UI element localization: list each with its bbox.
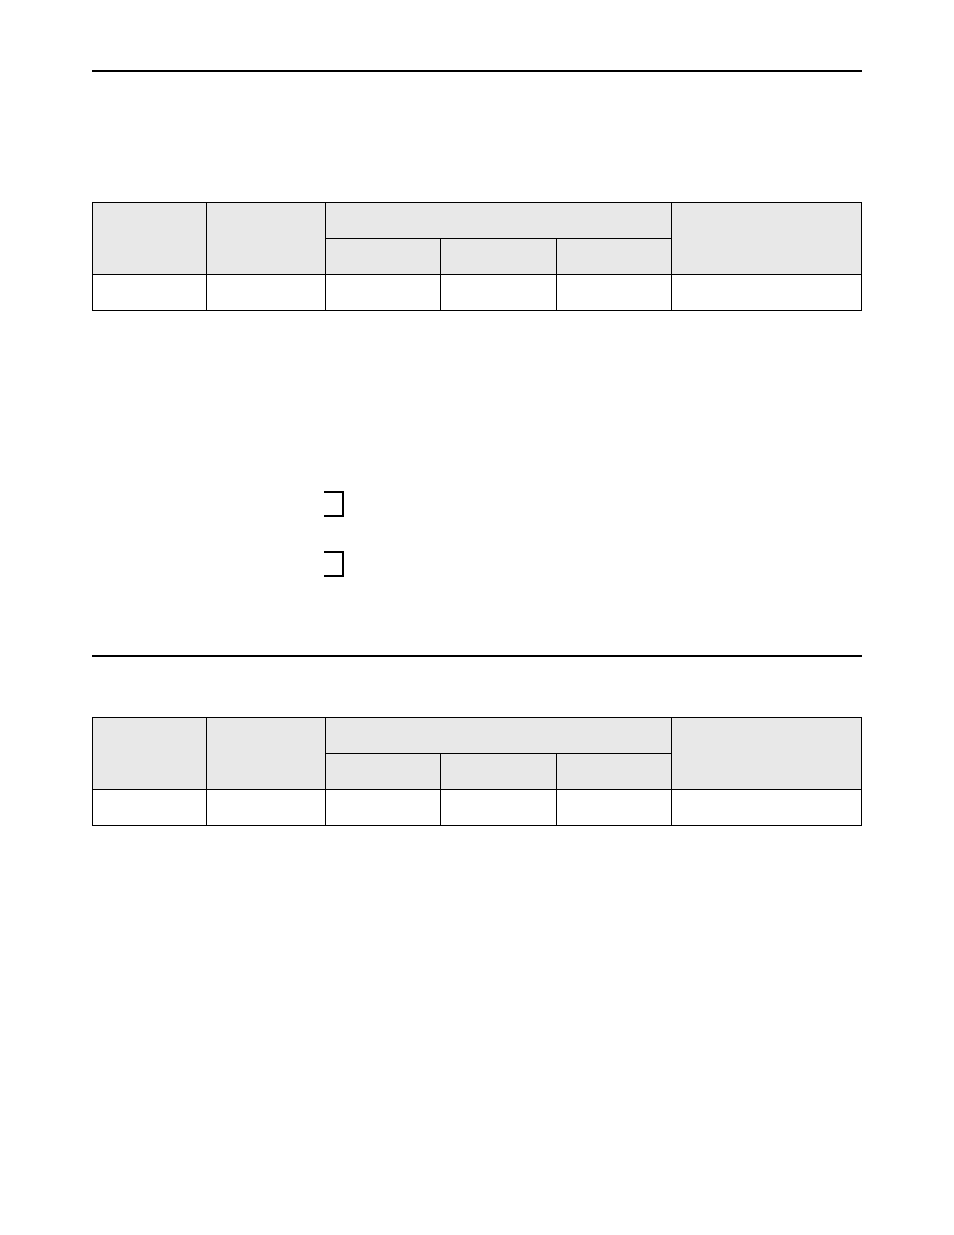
table-cell [441, 790, 556, 826]
table-cell [556, 275, 671, 311]
bracket-group [324, 491, 862, 577]
col-header [672, 718, 862, 790]
col-subheader [325, 239, 440, 275]
data-table [92, 717, 862, 826]
right-bracket-icon [324, 551, 344, 577]
spacer [92, 72, 862, 202]
col-subheader [441, 754, 556, 790]
table-cell [206, 790, 325, 826]
table-1 [92, 202, 862, 311]
col-header [672, 203, 862, 275]
table-cell [325, 275, 440, 311]
right-bracket-icon [324, 491, 344, 517]
table-cell [93, 275, 207, 311]
table-row [93, 790, 862, 826]
col-header [206, 718, 325, 790]
table-row [93, 275, 862, 311]
col-header [206, 203, 325, 275]
table-header-row-1 [93, 203, 862, 239]
col-subheader [556, 754, 671, 790]
spacer [92, 611, 862, 655]
col-header [93, 203, 207, 275]
col-subheader [441, 239, 556, 275]
document-page [0, 0, 954, 886]
table-cell [206, 275, 325, 311]
col-header-group [325, 203, 671, 239]
table-cell [441, 275, 556, 311]
table-cell [672, 790, 862, 826]
table-header-row-1 [93, 718, 862, 754]
table-cell [556, 790, 671, 826]
col-subheader [325, 754, 440, 790]
table-2 [92, 717, 862, 826]
data-table [92, 202, 862, 311]
col-header-group [325, 718, 671, 754]
col-subheader [556, 239, 671, 275]
spacer [92, 657, 862, 717]
table-cell [93, 790, 207, 826]
col-header [93, 718, 207, 790]
table-cell [672, 275, 862, 311]
table-cell [325, 790, 440, 826]
